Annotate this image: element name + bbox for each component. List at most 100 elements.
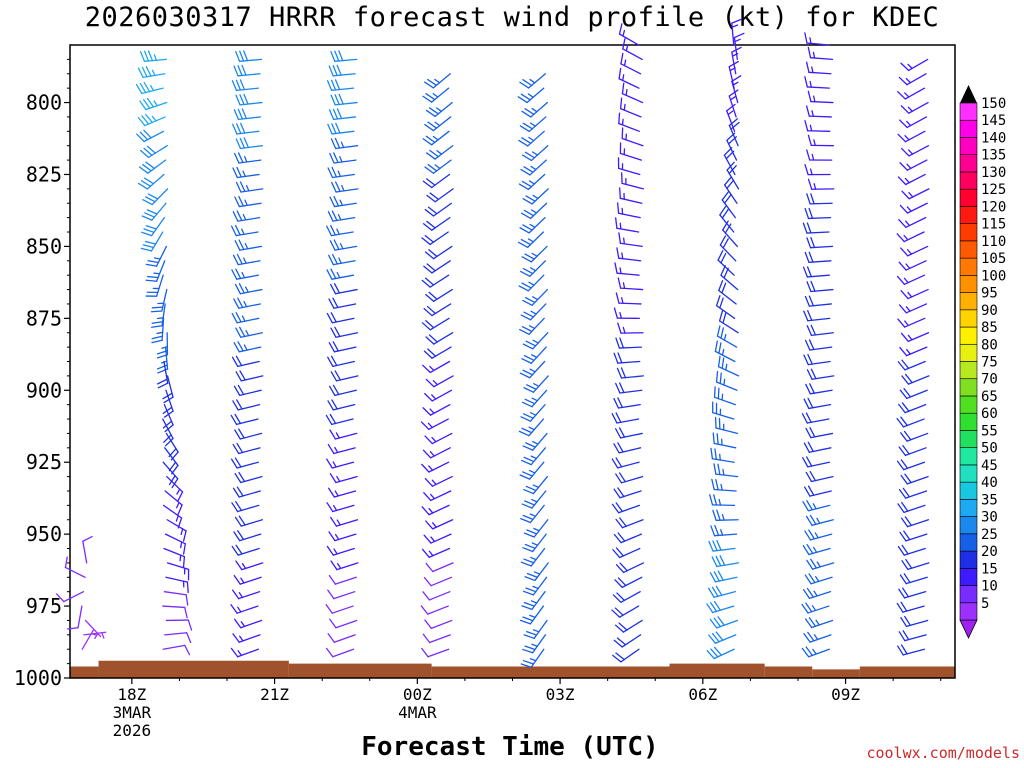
colorbar-swatch: [959, 257, 978, 276]
wind-barb: [719, 205, 735, 233]
wind-barb: [55, 591, 85, 603]
wind-barb: [139, 50, 168, 62]
wind-barb: [232, 633, 261, 643]
wind-barb: [613, 307, 641, 319]
wind-barb: [899, 202, 928, 214]
wind-barb: [327, 443, 356, 455]
wind-barb: [327, 122, 355, 135]
wind-barb: [422, 216, 451, 231]
wind-barb: [900, 245, 929, 257]
colorbar-label: 10: [981, 579, 998, 595]
wind-barb: [423, 533, 452, 544]
wind-barb: [84, 619, 102, 640]
colorbar-swatch: [959, 567, 978, 586]
wind-barb: [231, 355, 260, 367]
plot-frame: [69, 44, 956, 679]
wind-barb: [166, 519, 187, 542]
wind-barb: [328, 384, 357, 397]
wind-barb: [523, 475, 549, 495]
terrain-segment: [98, 660, 289, 678]
wind-barb: [330, 516, 359, 527]
wind-barb: [803, 353, 831, 366]
colorbar-swatch: [959, 223, 978, 242]
colorbar-label: 35: [981, 492, 998, 508]
colorbar-label: 120: [981, 199, 1006, 215]
wind-barb: [707, 585, 736, 598]
wind-barb: [806, 149, 833, 161]
colorbar-label: 150: [981, 96, 1006, 112]
wind-barb: [804, 207, 832, 220]
terrain-segment: [859, 666, 955, 678]
terrain-segment: [431, 666, 670, 678]
wind-barb: [232, 442, 261, 455]
colorbar-swatch: [959, 188, 978, 207]
wind-barb: [425, 332, 454, 345]
wind-barb: [426, 188, 454, 203]
wind-barb: [615, 517, 644, 529]
wind-barb: [141, 216, 166, 237]
wind-barb: [621, 127, 644, 147]
wind-barb: [328, 108, 357, 121]
wind-barb: [611, 412, 640, 424]
wind-barb: [139, 97, 168, 111]
wind-barb: [327, 399, 356, 411]
colorbar-label: 55: [981, 423, 998, 439]
colorbar-label: 135: [981, 148, 1006, 164]
wind-barb: [611, 502, 641, 514]
wind-barb: [135, 81, 164, 95]
y-tick-label: 975: [26, 594, 62, 618]
colorbar-swatch: [959, 171, 978, 190]
wind-barb: [621, 82, 644, 104]
wind-barb: [517, 87, 545, 104]
wind-barb: [67, 605, 83, 630]
wind-barb: [713, 463, 739, 478]
colorbar-label: 5: [981, 596, 989, 612]
wind-barb: [612, 648, 640, 663]
wind-barb: [423, 303, 452, 317]
wind-barb: [232, 166, 260, 179]
wind-barb: [708, 631, 737, 644]
credit-link[interactable]: coolwx.com/models: [866, 744, 1020, 762]
wind-barb: [162, 404, 174, 433]
wind-barb: [328, 574, 357, 585]
wind-barb: [235, 560, 264, 571]
wind-barb: [806, 280, 834, 293]
wind-barb: [805, 514, 834, 526]
wind-barb: [231, 312, 260, 324]
wind-barb: [82, 535, 93, 564]
wind-barb: [709, 616, 738, 629]
wind-barb: [422, 591, 451, 601]
wind-barb: [326, 458, 355, 469]
wind-barb: [714, 416, 738, 435]
wind-barb: [711, 478, 737, 492]
wind-barb: [899, 116, 928, 129]
wind-barb: [804, 251, 832, 263]
wind-barb: [425, 519, 454, 530]
wind-barb: [899, 573, 928, 585]
wind-barb: [234, 515, 263, 527]
wind-barb: [522, 432, 548, 451]
wind-barb: [233, 384, 262, 397]
wind-barb: [328, 531, 357, 542]
wind-barb: [326, 268, 355, 280]
wind-barb: [232, 253, 261, 266]
wind-barb: [522, 332, 549, 350]
wind-barb: [899, 530, 928, 542]
wind-barb: [424, 389, 453, 402]
wind-barb: [164, 447, 179, 475]
wind-barb: [613, 532, 643, 544]
wind-barb: [520, 404, 546, 422]
wind-barb: [163, 591, 189, 606]
wind-barb: [230, 647, 259, 658]
colorbar-label: 20: [981, 544, 998, 560]
wind-barb: [162, 504, 183, 529]
wind-barb: [326, 502, 355, 513]
wind-barb: [234, 428, 263, 440]
x-tick-label: 00Z: [403, 685, 432, 704]
wind-barb: [901, 558, 930, 571]
colorbar-over-arrow: [960, 85, 977, 103]
wind-barb: [232, 210, 261, 222]
colorbar-swatch: [959, 430, 978, 448]
colorbar-swatch: [959, 585, 978, 604]
